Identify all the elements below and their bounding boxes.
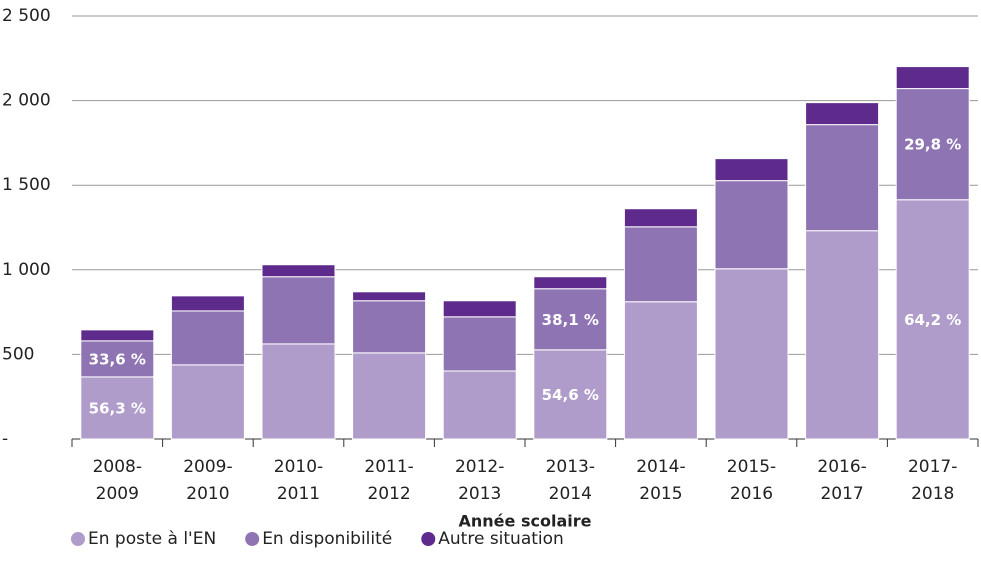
bar-segment: [80, 376, 155, 440]
bar-segment: [352, 352, 427, 440]
bar-segment: [623, 301, 698, 440]
legend-swatch: [245, 532, 260, 546]
bar-segment: [170, 310, 245, 366]
bar-segment: [442, 300, 517, 318]
bar-segment: [805, 230, 880, 440]
x-tick-label: 2013-2014: [546, 457, 595, 504]
bar-segment: [895, 199, 970, 440]
x-tick-label: 2012-2013: [455, 457, 504, 504]
bar-segment: [895, 88, 970, 201]
bar-segment: [895, 66, 970, 90]
x-tick-label: 2014-2015: [636, 457, 685, 504]
bar-segment: [533, 276, 608, 290]
x-axis-label: Année scolaire: [459, 512, 592, 531]
bar-segment: [170, 295, 245, 312]
legend-swatch: [421, 532, 436, 546]
bar-segment: [805, 124, 880, 232]
y-tick-label: -: [2, 429, 8, 449]
bar-segment: [261, 264, 336, 278]
legend-label: Autre situation: [438, 529, 564, 549]
bar-segment: [80, 329, 155, 342]
bar-segment: [623, 208, 698, 228]
bar-segment: [623, 226, 698, 303]
bar-segment: [714, 158, 789, 182]
x-tick-label: 2009-2010: [183, 457, 232, 504]
data-label: 38,1 %: [542, 311, 599, 329]
bar-segment: [352, 300, 427, 354]
bar-segment: [442, 370, 517, 440]
x-tick-label: 2008-2009: [93, 457, 142, 504]
bar-segment: [170, 364, 245, 440]
y-tick-label: 1 000: [2, 260, 51, 280]
x-tick-label: 2016-2017: [817, 457, 866, 504]
data-label: 64,2 %: [904, 311, 961, 329]
bar-segment: [80, 340, 155, 378]
bar-segment: [714, 180, 789, 270]
x-tick-label: 2010-2011: [274, 457, 323, 504]
bar-segment: [805, 102, 880, 126]
x-tick-label: 2017-2018: [908, 457, 957, 504]
bar-segment: [261, 276, 336, 345]
bar-segment: [714, 268, 789, 440]
y-tick-label: 500: [2, 344, 34, 364]
legend-label: En poste à l'EN: [88, 529, 216, 549]
legend-label: En disponibilité: [262, 529, 392, 549]
x-tick-label: 2011-2012: [364, 457, 413, 504]
data-label: 56,3 %: [89, 399, 146, 417]
bar-segment: [261, 343, 336, 440]
data-label: 29,8 %: [904, 136, 961, 154]
data-label: 54,6 %: [542, 386, 599, 404]
bar-segment: [442, 316, 517, 372]
y-tick-label: 1 500: [2, 175, 51, 195]
y-tick-label: 2 000: [2, 91, 51, 111]
data-label: 33,6 %: [89, 350, 146, 368]
y-tick-label: 2 500: [2, 6, 51, 26]
x-tick-label: 2015-2016: [727, 457, 776, 504]
legend-swatch: [71, 532, 85, 546]
bar-segment: [352, 291, 427, 302]
